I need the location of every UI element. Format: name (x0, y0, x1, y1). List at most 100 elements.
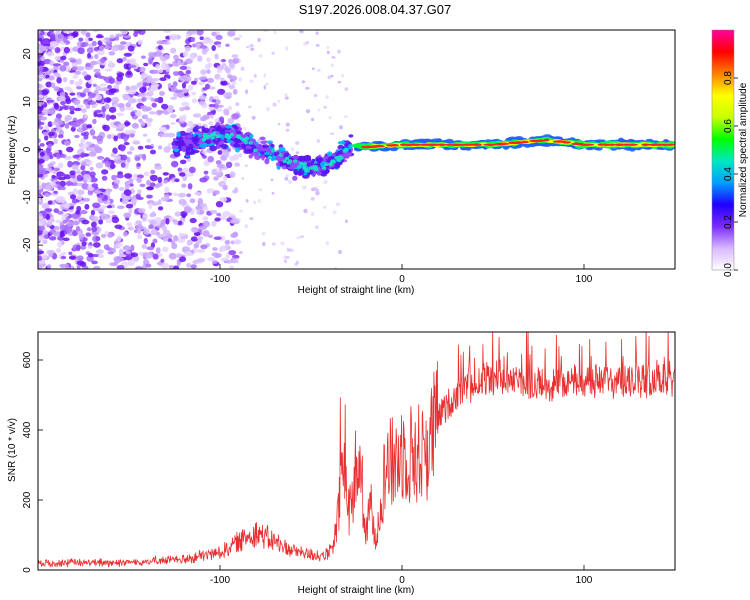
spectrogram-cell (66, 146, 74, 153)
spectrogram-cell (332, 210, 337, 214)
spectrogram-cell (41, 39, 50, 45)
spectrogram-cell (135, 220, 142, 225)
spectrogram-cell (109, 114, 117, 120)
spectrogram-cell (603, 143, 613, 146)
spectrogram-cell (65, 266, 70, 269)
spectrogram-cell (173, 148, 180, 152)
spectrogram-cell (173, 192, 179, 197)
spectrogram-cell (93, 189, 102, 195)
spectrogram-cell (67, 35, 74, 40)
spectrogram-cell (186, 127, 195, 134)
spectrogram-cell (214, 73, 221, 80)
spectrogram-cell (145, 117, 153, 123)
spectrogram-cell (302, 165, 307, 169)
spectrogram-cell (172, 265, 180, 269)
spectrogram-cell (57, 241, 63, 248)
spectrogram-cell (284, 176, 289, 181)
colorbar-frame (711, 29, 735, 271)
spectrogram-cell (100, 39, 107, 43)
spectrogram-cell (261, 232, 266, 236)
spectrogram-cell (112, 124, 117, 129)
spectrogram-cell (244, 224, 248, 229)
spectrogram-x-label: Height of straight line (km) (298, 285, 415, 296)
spectrogram-cell (129, 183, 134, 187)
spectrogram-cell (51, 82, 56, 89)
spectrogram-cell (126, 151, 133, 155)
spectrogram-cell (264, 82, 269, 86)
spectrogram-cell (412, 143, 422, 146)
spectrogram-cell (98, 45, 105, 52)
colorbar-tick-label: 0.2 (723, 215, 734, 229)
spectrogram-cell (229, 61, 236, 68)
spectrogram-cell (199, 210, 204, 215)
spectrogram-cell (270, 178, 274, 182)
spectrogram-cell (150, 86, 159, 91)
spectrogram-cell (209, 145, 218, 152)
spectrogram-cell (38, 250, 45, 254)
spectrogram-cell (438, 143, 447, 146)
spectrogram-cell (283, 255, 288, 259)
spectrogram-cell (177, 220, 183, 226)
spectrogram-cell (146, 179, 151, 186)
spectrogram-cell (46, 109, 55, 115)
spectrogram-cell (405, 143, 414, 146)
spectrogram-cell (327, 75, 332, 80)
y-tick-label: 20 (22, 48, 33, 60)
spectrogram-cell (257, 198, 261, 204)
spectrogram-cell (72, 31, 79, 38)
spectrogram-cell (136, 228, 142, 235)
spectrogram-cell (197, 122, 202, 127)
spectrogram-cell (159, 91, 165, 96)
spectrogram-cell (211, 132, 217, 137)
spectrogram-cell (351, 143, 363, 148)
spectrogram-cell (190, 264, 197, 269)
spectrogram-cell (199, 45, 208, 49)
spectrogram-cell (154, 183, 160, 189)
spectrogram-cell (337, 81, 342, 84)
spectrogram-cell (228, 250, 237, 256)
spectrogram-cell (221, 127, 226, 131)
spectrogram-cell (74, 107, 82, 112)
spectrogram-cell (177, 92, 184, 98)
spectrogram-cell (257, 37, 261, 43)
spectrogram-cell (44, 135, 49, 141)
spectrogram-cell (73, 190, 79, 195)
spectrogram-cell (188, 166, 196, 174)
spectrogram-cell (140, 72, 148, 79)
spectrogram-cell (76, 104, 84, 109)
spectrogram-cell (78, 118, 85, 125)
spectrogram-cell (47, 163, 54, 168)
spectrogram-cell (207, 155, 214, 163)
spectrogram-cell (76, 194, 83, 201)
spectrogram-cell (171, 160, 179, 168)
spectrogram-cell (191, 98, 198, 104)
spectrogram-cell (243, 140, 249, 145)
spectrogram-cell (200, 69, 207, 75)
spectrogram-cell (215, 160, 222, 165)
spectrogram-cell (149, 220, 157, 225)
spectrogram-cell (174, 211, 181, 217)
spectrogram-cell (127, 129, 137, 134)
spectrogram-cell (208, 39, 214, 45)
spectrogram-cell (330, 132, 335, 135)
spectrogram-cell (103, 244, 110, 251)
spectrogram-cell (277, 99, 281, 104)
spectrogram-cell (67, 160, 73, 168)
spectrogram-cell (78, 37, 84, 42)
spectrogram-cell (99, 83, 107, 87)
spectrogram-cell (94, 53, 99, 60)
spectrogram-cell (316, 171, 322, 176)
spectrogram-cell (343, 115, 348, 118)
spectrogram-cell (168, 252, 177, 260)
spectrogram-cell (217, 150, 223, 155)
spectrogram-cell (55, 248, 62, 253)
spectrogram-cell (131, 123, 139, 129)
spectrogram-cell (38, 158, 45, 164)
spectrogram-cell (71, 198, 78, 204)
spectrogram-cell (237, 218, 242, 221)
spectrogram-cell (89, 129, 96, 136)
spectrogram-cell (233, 154, 240, 161)
spectrogram-cell (68, 251, 73, 255)
spectrogram-cell (197, 198, 204, 205)
spectrogram-cell (179, 75, 188, 82)
